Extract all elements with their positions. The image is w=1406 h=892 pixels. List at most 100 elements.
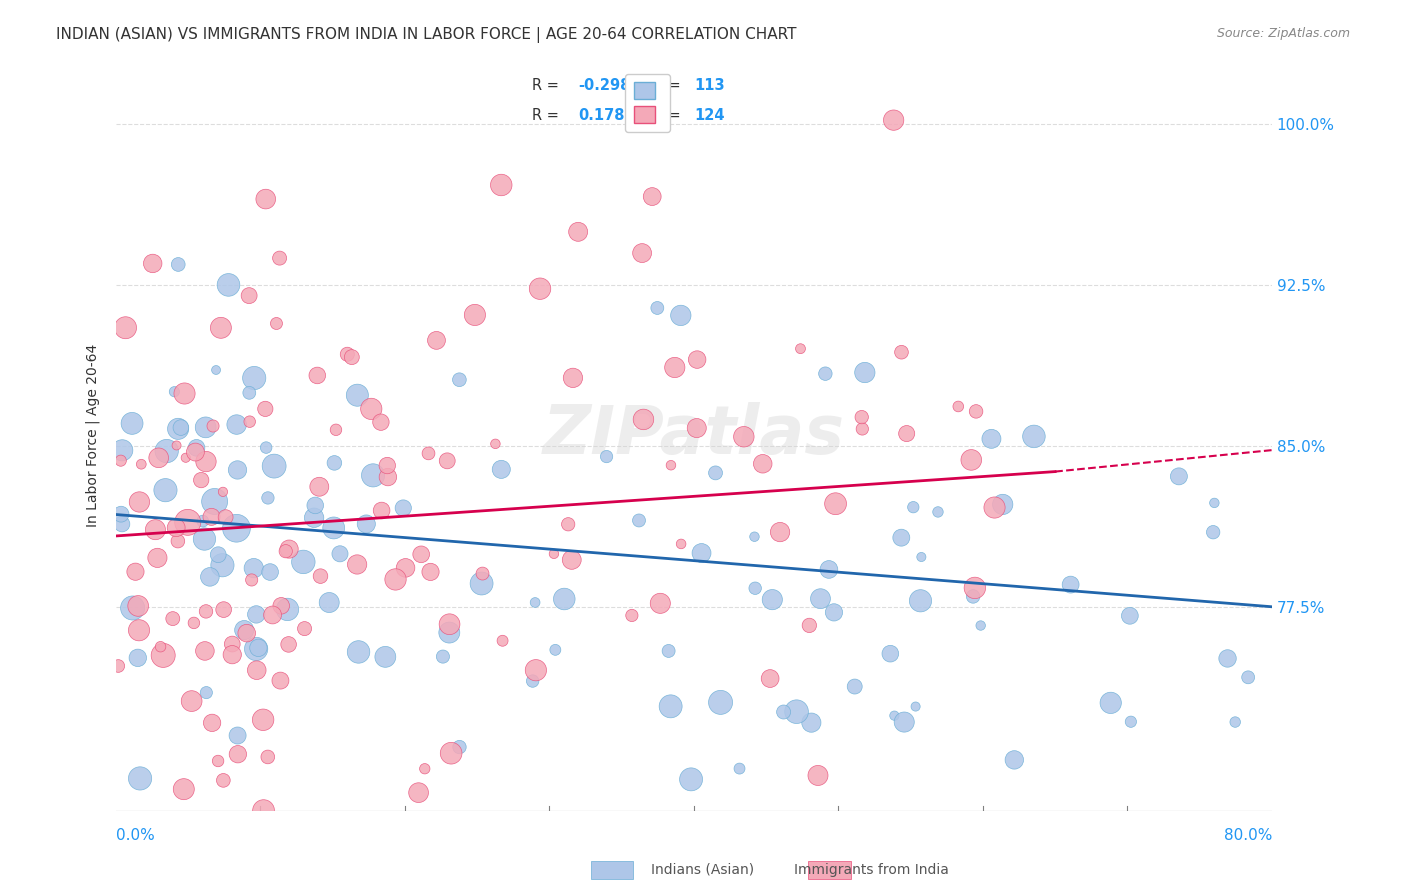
Point	[669, 537, 692, 551]
Point	[728, 762, 751, 776]
Point	[641, 189, 664, 203]
Point	[121, 601, 143, 615]
Point	[374, 649, 396, 664]
Point	[294, 622, 316, 636]
Point	[1119, 608, 1142, 623]
Point	[561, 553, 583, 567]
Point	[336, 347, 359, 361]
Point	[963, 581, 986, 595]
Point	[269, 673, 291, 688]
Point	[893, 714, 915, 729]
Point	[166, 438, 188, 452]
Point	[823, 606, 845, 620]
Point	[209, 321, 232, 335]
Point	[212, 602, 235, 616]
Point	[195, 604, 218, 618]
Point	[252, 804, 274, 818]
Point	[146, 550, 169, 565]
Legend: , : ,	[626, 74, 669, 131]
Point	[772, 705, 794, 719]
Text: Indians (Asian): Indians (Asian)	[651, 863, 755, 877]
Point	[148, 450, 170, 465]
Point	[329, 547, 352, 561]
Point	[318, 595, 340, 609]
Point	[173, 386, 195, 401]
Point	[256, 750, 278, 764]
Point	[194, 420, 217, 434]
Point	[464, 308, 486, 322]
Point	[553, 592, 575, 607]
Point	[910, 549, 932, 564]
Point	[155, 483, 177, 498]
Point	[254, 192, 277, 206]
Point	[221, 637, 243, 651]
Point	[751, 457, 773, 471]
Point	[308, 480, 330, 494]
Point	[627, 513, 650, 527]
Point	[659, 458, 682, 473]
Point	[266, 317, 288, 331]
Point	[180, 694, 202, 708]
Point	[786, 705, 808, 719]
Point	[225, 521, 247, 535]
Point	[156, 444, 179, 458]
Point	[800, 715, 823, 730]
Point	[186, 441, 208, 455]
Point	[686, 421, 709, 435]
Point	[127, 599, 149, 613]
Point	[851, 422, 873, 436]
Text: Source: ZipAtlas.com: Source: ZipAtlas.com	[1216, 27, 1350, 40]
Point	[769, 525, 792, 540]
Point	[1204, 496, 1226, 510]
Text: ZIPatlas: ZIPatlas	[543, 402, 845, 468]
Point	[789, 342, 811, 356]
Point	[392, 501, 415, 516]
Point	[903, 500, 925, 515]
Point	[471, 566, 494, 581]
Point	[207, 548, 229, 562]
Point	[439, 625, 461, 640]
Point	[704, 466, 727, 480]
Point	[114, 320, 136, 334]
Point	[1002, 753, 1025, 767]
Point	[252, 713, 274, 727]
Point	[810, 591, 832, 606]
Point	[257, 491, 280, 505]
Point	[193, 532, 215, 546]
Point	[356, 516, 378, 531]
Point	[242, 561, 264, 575]
Point	[962, 590, 984, 604]
Point	[631, 246, 654, 260]
Point	[904, 699, 927, 714]
Point	[544, 643, 567, 657]
Point	[263, 459, 285, 474]
Point	[543, 547, 565, 561]
Point	[659, 699, 682, 714]
Point	[129, 457, 152, 471]
Point	[129, 772, 152, 786]
Point	[107, 659, 129, 673]
Point	[983, 500, 1005, 515]
Point	[384, 573, 406, 587]
Point	[162, 612, 184, 626]
Point	[439, 617, 461, 632]
Point	[177, 516, 200, 530]
Point	[883, 708, 905, 723]
Point	[394, 561, 416, 575]
Point	[110, 453, 132, 467]
Point	[128, 495, 150, 509]
Text: N =: N =	[654, 109, 686, 123]
Point	[669, 309, 692, 323]
Point	[225, 417, 247, 432]
Point	[425, 334, 447, 348]
Point	[243, 371, 266, 385]
Point	[1022, 429, 1045, 443]
Point	[419, 565, 441, 579]
Point	[309, 569, 332, 583]
Point	[124, 565, 146, 579]
Point	[111, 443, 134, 458]
Point	[807, 768, 830, 782]
Point	[111, 516, 134, 531]
Point	[145, 523, 167, 537]
Point	[165, 521, 187, 535]
